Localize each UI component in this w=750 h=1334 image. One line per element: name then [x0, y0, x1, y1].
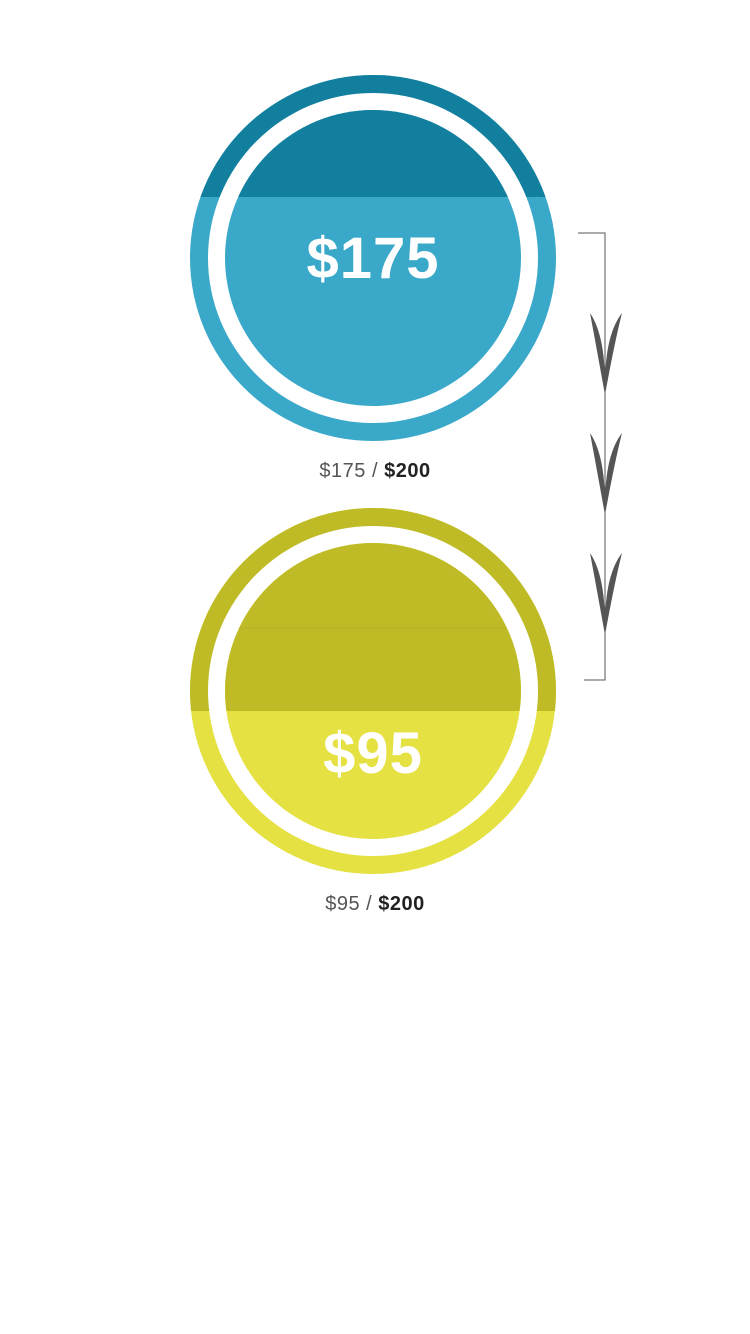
- down-arrow-icon: [590, 313, 622, 395]
- gauge-blue: $175: [190, 75, 556, 441]
- gauge-yellow-separator: /: [366, 893, 373, 915]
- gauge-yellow-graphic: [190, 508, 556, 874]
- down-arrow-icon: [590, 553, 622, 635]
- gauge-yellow-caption: $95 / $200: [0, 893, 750, 916]
- gauge-blue-separator: /: [371, 460, 379, 482]
- gauge-yellow: $95: [190, 508, 556, 874]
- gauge-blue-amount: $175: [306, 226, 440, 291]
- gauge-blue-caption: $175 / $200: [0, 460, 750, 483]
- gauge-blue-graphic: [190, 75, 556, 441]
- flow-bracket: [578, 232, 622, 681]
- gauge-yellow-amount: $95: [323, 721, 423, 786]
- gauge-blue-current: $175: [319, 460, 366, 482]
- flow-bracket-line: [578, 232, 606, 681]
- gauge-blue-goal: $200: [384, 460, 431, 482]
- down-arrow-icon: [590, 433, 622, 515]
- gauge-yellow-current: $95: [325, 893, 361, 915]
- gauge-yellow-goal: $200: [378, 893, 425, 915]
